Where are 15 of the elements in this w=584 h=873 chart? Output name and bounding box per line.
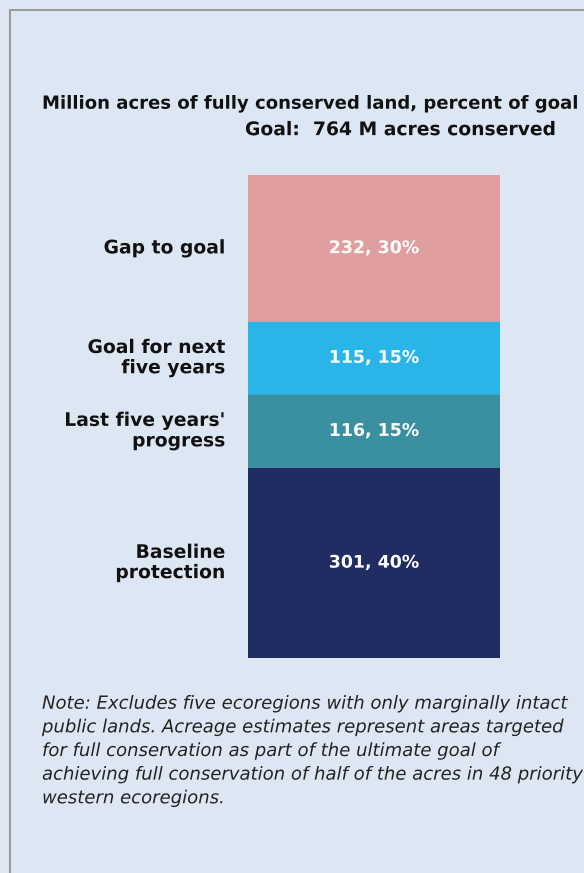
text: Note: Excludes five ecoregions with only marginally intact public lands. Acreage estimates represent areas targeted for full conservation as part of the ultimate goal of achieving full conservation of half of the acres in 48 priority western ecoregions. <box>42 695 584 808</box>
data-label: 232, 30% <box>330 240 419 256</box>
bar <box>248 394 500 468</box>
series-label: Last five years' progress <box>66 412 224 450</box>
data-label: 116, 15% <box>330 422 419 438</box>
series-label: Gap to goal <box>104 239 224 258</box>
bar <box>248 175 500 322</box>
series-label: Goal for next five years <box>88 338 225 378</box>
series-label: Baseline protection <box>116 544 224 582</box>
data-label: 115, 15% <box>330 350 419 366</box>
bar <box>248 468 500 658</box>
chart-subtitle: Goal: 764 M acres conserved <box>246 120 554 136</box>
chart-title: Million acres of fully conserved land, percent of goal <box>44 95 577 113</box>
data-label: 301, 40% <box>330 554 419 570</box>
bar <box>248 322 500 394</box>
